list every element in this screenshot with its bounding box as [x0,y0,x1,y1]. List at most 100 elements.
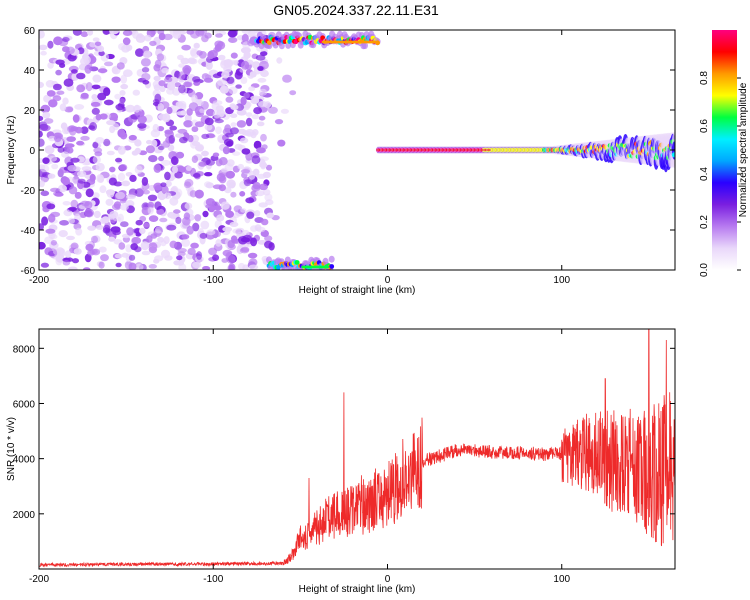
spectrogram-upper-band [362,42,368,50]
spectrogram-noise [46,90,56,97]
spectrogram-noise [236,109,247,116]
spectrogram-noise [234,143,243,150]
spectrogram-noise [117,128,126,138]
spectrogram-noise [208,205,215,213]
spectrogram-noise [45,228,56,234]
spectrogram-noise [143,50,151,59]
spectrogram-noise [228,263,236,270]
spectrogram-noise [111,66,119,75]
spectrogram-noise [148,264,157,269]
spectrogram-noise [115,157,123,163]
spectrogram-noise [258,183,268,191]
spectrogram-noise [257,77,267,83]
spectrogram-noise [267,106,278,114]
spectrogram-noise [70,199,79,208]
spectrogram-upper-band [375,40,380,46]
spectrogram-noise [148,215,159,223]
spectrogram-noise [84,64,92,74]
spectrogram-noise [128,134,137,141]
spectrogram-noise [70,157,80,163]
colorbar-tick-label: 0.6 [699,119,710,133]
spectrogram-noise [98,261,105,269]
spectrogram-noise [196,50,203,56]
spectrogram-noise [41,216,49,226]
spectrogram-noise [186,30,195,35]
spectrogram-noise [242,234,252,243]
spectrogram-noise [119,203,129,211]
spectrogram-noise [164,171,171,181]
spectrogram-noise [72,258,79,264]
spectrogram-noise [205,60,213,70]
spectrogram-noise [227,240,235,249]
spectrogram-upper-band [275,31,282,39]
spectrogram-noise [180,110,187,116]
spectrogram-noise [241,33,249,43]
spectrogram-noise [250,225,258,232]
spectrogram-noise [228,182,236,189]
spectrogram-noise [141,67,150,73]
spectrogram-noise [103,138,111,147]
spectrogram-noise [198,161,207,167]
spectrogram-noise [116,62,125,70]
spectrogram-noise [39,180,45,188]
spectrogram-noise [261,144,268,150]
spectrogram-noise [132,89,140,96]
spectrogram-noise [94,41,102,47]
spectrogram-noise [203,77,214,83]
spectrogram-noise [248,258,258,267]
spectrogram-noise [169,125,177,131]
spectrogram-noise [64,106,74,113]
spectrogram-noise [118,43,126,51]
spectrogram-noise [97,92,107,101]
colorbar-tick-label: 0.4 [699,167,710,181]
spectrogram-lower-band [329,264,335,269]
spectrogram-noise [39,138,45,147]
spectrogram-noise [140,241,150,251]
spectrogram-noise [215,33,223,38]
spectrogram-noise [106,190,115,198]
spectrogram-noise [40,50,47,56]
spectrogram-noise [241,30,251,35]
spectrogram-noise [219,85,229,94]
spectrogram-noise [118,242,126,250]
spectrogram-noise [227,30,238,38]
spectrogram-noise [221,258,228,263]
spectrogram-noise [248,264,259,270]
colorbar-ticks: 0.0 0.2 0.4 0.6 0.8 [699,71,741,277]
spectrogram-noise [85,188,94,198]
spectrogram-noise [188,102,199,111]
spectrogram-noise [264,240,273,249]
spectrogram-noise [92,74,102,83]
colorbar-tick-label: 0.8 [699,71,710,85]
spectrogram-upper-band [278,42,285,50]
spectrogram-noise [205,159,216,166]
spectrogram-noise [161,185,169,195]
spectrogram-noise [157,102,165,112]
spectrogram-noise [108,236,116,242]
spectrogram-noise [119,90,126,96]
spectrogram-noise [257,66,264,71]
spectrogram-noise [223,138,234,146]
spectrogram-noise [264,101,272,109]
spectrogram-noise [231,235,238,242]
spectrogram-noise [39,81,44,88]
spectrogram-noise [220,201,230,210]
spectrogram-noise [232,228,241,234]
spectrogram-upper-band [371,40,377,44]
spectrogram-noise [113,201,122,210]
spectrogram-noise [56,90,65,95]
spectrogram-noise [117,213,124,223]
spectrogram-noise [134,165,143,175]
spectrogram-noise [258,88,268,96]
spectrogram-noise [193,42,200,49]
spectrogram-noise [215,126,222,135]
spectrogram-noise [218,184,226,192]
spectrogram-noise [103,224,111,233]
spectrogram-noise [86,30,94,36]
spectrogram-ytick-label: 20 [24,106,36,117]
colorbar: 0.0 0.2 0.4 0.6 0.8 Normalized spectral ampl… [699,30,749,277]
spectrogram-noise [44,145,55,155]
spectrogram-noise [179,136,188,144]
spectrogram-noise [212,109,222,119]
